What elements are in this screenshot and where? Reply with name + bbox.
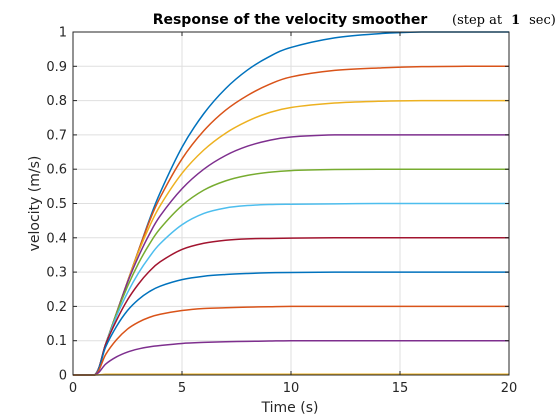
y-tick-label: 0.4 xyxy=(46,231,67,246)
x-tick-label: 5 xyxy=(178,381,186,396)
series-line-8 xyxy=(73,271,509,376)
y-tick-label: 1 xyxy=(59,26,67,41)
y-tick-label: 0.5 xyxy=(46,197,67,212)
x-tick-label: 10 xyxy=(283,381,300,396)
subtitle-post: sec) xyxy=(529,13,556,28)
series-line-5 xyxy=(73,168,509,376)
y-tick-label: 0 xyxy=(59,369,67,384)
series-group xyxy=(73,31,509,376)
series-line-10 xyxy=(73,339,509,376)
y-tick-label: 0.8 xyxy=(46,94,67,109)
series-line-6 xyxy=(73,202,509,376)
y-axis-label: velocity (m/s) xyxy=(27,156,43,252)
y-tick-label: 0.3 xyxy=(46,266,67,281)
ticks: 0 5 10 15 20 0 0.1 0.2 0.3 0.4 0.5 0.6 0.7 0.8 0.9 1 xyxy=(46,26,517,397)
y-tick-label: 0.2 xyxy=(46,300,67,315)
subtitle-pre: (step at xyxy=(452,13,503,28)
y-tick-label: 0.1 xyxy=(46,334,67,349)
x-tick-label: 15 xyxy=(392,381,409,396)
x-tick-label: 0 xyxy=(69,381,77,396)
x-axis-label: Time (s) xyxy=(261,400,319,416)
y-tick-label: 0.7 xyxy=(46,128,67,143)
series-line-9 xyxy=(73,305,509,376)
y-tick-label: 0.6 xyxy=(46,163,67,178)
y-tick-label: 0.9 xyxy=(46,60,67,75)
subtitle-value: 1 xyxy=(511,13,520,28)
chart-subtitle: (step at 1 sec) xyxy=(452,11,556,28)
x-tick-label: 20 xyxy=(501,381,518,396)
series-line-7 xyxy=(73,237,509,376)
chart-title: Response of the velocity smoother xyxy=(153,12,428,28)
